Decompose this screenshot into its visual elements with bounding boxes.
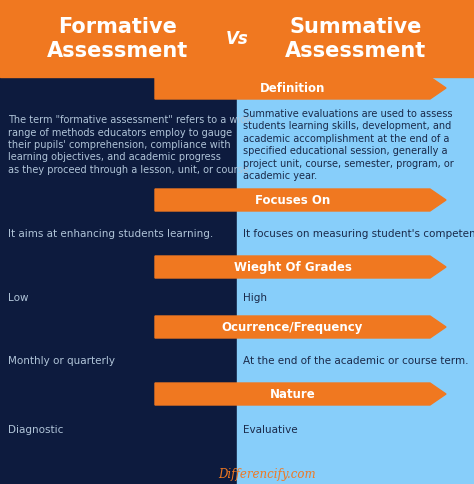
Text: Monthly or quarterly: Monthly or quarterly <box>8 356 115 366</box>
Text: Evaluative: Evaluative <box>243 424 298 434</box>
Text: Nature: Nature <box>270 388 315 401</box>
Polygon shape <box>155 317 446 338</box>
Text: It focuses on measuring student's competency.: It focuses on measuring student's compet… <box>243 229 474 239</box>
Bar <box>0 0 237 484</box>
Text: Wieght Of Grades: Wieght Of Grades <box>234 261 351 274</box>
Bar <box>0 0 474 78</box>
Text: Low: Low <box>8 292 28 302</box>
Text: At the end of the academic or course term.: At the end of the academic or course ter… <box>243 356 468 366</box>
Text: Summative
Assessment: Summative Assessment <box>285 17 427 61</box>
Polygon shape <box>155 383 446 405</box>
Text: Definition: Definition <box>260 82 325 95</box>
Bar <box>237 0 474 484</box>
Text: Formative
Assessment: Formative Assessment <box>47 17 189 61</box>
Text: The term "formative assessment" refers to a wide
range of methods educators empl: The term "formative assessment" refers t… <box>8 115 252 174</box>
Text: Differencify.com: Differencify.com <box>218 468 316 481</box>
Text: Focuses On: Focuses On <box>255 194 330 207</box>
Polygon shape <box>155 190 446 212</box>
Text: Vs: Vs <box>226 30 248 48</box>
Text: High: High <box>243 292 267 302</box>
Polygon shape <box>155 78 446 100</box>
Polygon shape <box>155 257 446 278</box>
Text: It aims at enhancing students learning.: It aims at enhancing students learning. <box>8 229 213 239</box>
Text: Ocurrence/Frequency: Ocurrence/Frequency <box>222 321 363 334</box>
Text: Summative evaluations are used to assess
students learning skills, development, : Summative evaluations are used to assess… <box>243 109 454 181</box>
Text: Diagnostic: Diagnostic <box>8 424 64 434</box>
